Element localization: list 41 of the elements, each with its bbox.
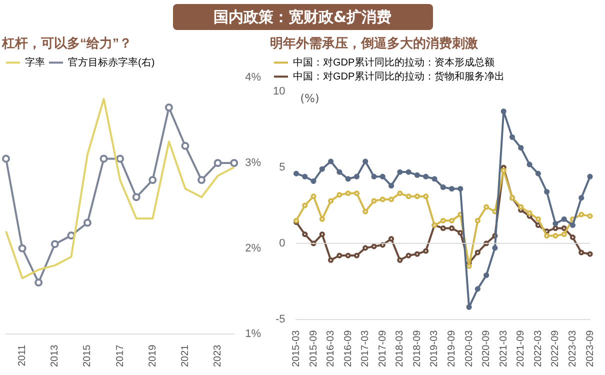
- legend-label: 官方目标赤字率(右): [68, 56, 155, 68]
- y-tick-label: 5: [279, 162, 286, 174]
- x-tick-label: 2015-03: [290, 330, 302, 368]
- legend-label: 字率: [25, 56, 45, 68]
- y2-tick-label: 4%: [245, 72, 262, 84]
- x-tick-label: 2022-09: [550, 330, 562, 368]
- x-tick-label: 2019-03: [429, 330, 440, 368]
- y2-tick-label: 3%: [245, 157, 262, 170]
- x-tick-label: 2018-03: [394, 330, 406, 368]
- x-tick-label: 2023: [212, 344, 224, 368]
- x-tick-label: 2017-03: [360, 330, 372, 368]
- x-tick-label: 2011: [17, 344, 28, 366]
- x-tick-label: 2018-09: [412, 330, 423, 368]
- x-tick-label: 2021-03: [498, 330, 510, 368]
- x-tick-label: 2016-03: [326, 330, 337, 368]
- chart-title: 杠杆，可以多“给力”？: [1, 35, 132, 50]
- legend-label: 中国：对GDP累计同比的拉动：资本形成总额: [293, 56, 495, 68]
- y2-tick-label: 1%: [245, 328, 262, 340]
- y-tick-label: 0: [279, 237, 286, 250]
- x-tick-label: 2015-09: [308, 330, 320, 368]
- x-tick-label: 2019-09: [446, 330, 458, 368]
- y-axis-title: (%): [300, 92, 320, 105]
- x-tick-label: 2017: [114, 344, 126, 368]
- x-tick-label: 2019: [147, 344, 158, 368]
- y-tick-label: -5: [275, 313, 286, 326]
- x-tick-label: 2020-09: [481, 330, 492, 368]
- x-tick-label: 2021-09: [516, 330, 527, 368]
- x-tick-label: 2016-09: [342, 330, 354, 368]
- legend-label: 中国：对GDP累计同比的拉动：货物和服务净出: [293, 70, 505, 82]
- chart-title: 明年外需承压，倒逼多大的消费刺激: [270, 35, 479, 50]
- x-tick-label: 2013: [50, 344, 61, 368]
- y2-tick-label: 2%: [245, 242, 262, 254]
- x-tick-label: 2015: [82, 344, 94, 368]
- y-tick-label: 10: [272, 86, 286, 98]
- x-tick-label: 2017-09: [377, 330, 388, 368]
- x-tick-label: 2022-03: [532, 330, 544, 368]
- x-tick-label: 2023-03: [567, 330, 578, 368]
- text: 国内政策：宽财政&扩消费: [172, 4, 432, 30]
- x-tick-label: 2021: [180, 344, 191, 368]
- x-tick-label: 2020-03: [464, 330, 475, 368]
- x-tick-label: 2023-09: [584, 330, 596, 368]
